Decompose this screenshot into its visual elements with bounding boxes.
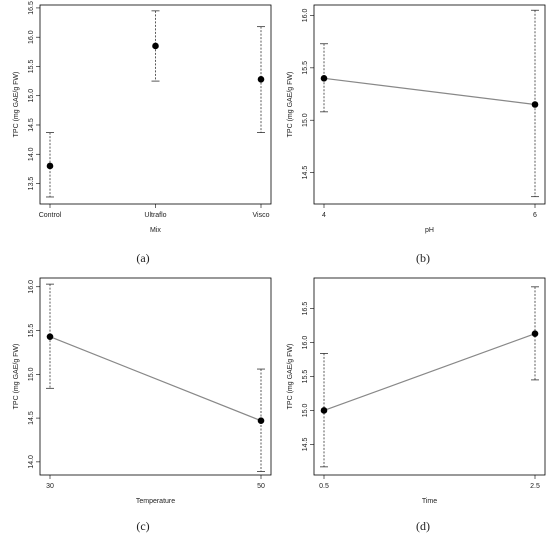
chart-panel-d: 14.5 15.0 15.5 16.0 16.5 0.5 2.5 Time TPC (mg GA… [287,277,546,533]
y-tick-label: 14.5 [28,411,35,425]
panel-label: (d) [416,519,430,533]
y-axis-label: TPC (mg GAE/g FW) [13,72,20,138]
data-point [152,42,159,50]
x-axis-label: Time [422,498,437,505]
panel-label: (c) [136,519,149,533]
y-tick-label: 14.5 [302,166,309,180]
y-tick-label: 15.5 [302,61,309,75]
x-tick-label: Control [39,212,62,219]
y-tick-label: 16.0 [28,30,35,44]
y-tick-label: 15.5 [28,324,35,338]
data-point [320,407,328,414]
x-axis-label: Temperature [136,498,175,505]
y-tick-label: 13.5 [28,177,35,191]
y-tick-label: 15.0 [28,89,35,103]
x-tick-label: 2.5 [530,483,540,490]
series-line [49,336,262,422]
y-tick-label: 14.5 [28,118,35,132]
series-line [323,333,536,412]
panel-label: (a) [136,251,149,265]
y-axis-label: TPC (mg GAE/g FW) [287,72,294,138]
data-point [531,101,539,108]
plot-frame [39,277,272,476]
series-line [323,77,536,106]
y-tick-label: 16.5 [302,302,309,316]
x-tick-label: 0.5 [319,483,329,490]
x-tick-label: Ultraflo [144,212,166,219]
data-point [320,75,328,82]
x-tick-label: Visco [253,212,270,219]
y-tick-label: 16.0 [302,336,309,350]
chart-panel-a: 13.5 14.0 14.5 15.0 15.5 16.0 16.5 Control Ultra… [13,1,272,265]
data-point [257,417,265,425]
y-tick-label: 15.0 [302,113,309,127]
y-tick-label: 15.5 [302,370,309,384]
y-tick-label: 14.5 [302,438,309,452]
y-tick-label: 16.0 [28,280,35,294]
y-tick-label: 14.0 [28,455,35,469]
y-axis-label: TPC (mg GAE/g FW) [287,344,294,410]
plot-frame [313,4,546,205]
x-tick-label: 6 [533,212,537,219]
chart-panel-b: 14.5 15.0 15.5 16.0 4 6 pH TPC (mg GAE/g FW) (b) [287,4,546,265]
y-tick-label: 15.0 [302,404,309,418]
data-point [257,76,265,83]
plot-frame [39,4,272,205]
y-axis-label: TPC (mg GAE/g FW) [13,344,20,410]
data-point [531,330,539,338]
x-tick-label: 30 [46,483,54,490]
y-tick-label: 15.5 [28,60,35,74]
y-tick-label: 14.0 [28,147,35,161]
x-tick-label: 50 [257,483,265,490]
y-tick-label: 16.0 [302,9,309,23]
data-point [46,162,54,170]
plot-frame [313,277,546,476]
x-axis-label: Mix [150,227,161,234]
panel-label: (b) [416,251,430,265]
y-tick-label: 16.5 [28,1,35,15]
x-tick-label: 4 [322,212,326,219]
x-axis-label: pH [425,227,434,234]
data-point [46,333,54,340]
chart-panel-c: 14.0 14.5 15.0 15.5 16.0 30 50 Temperature TPC (… [13,277,272,533]
y-tick-label: 15.0 [28,367,35,381]
